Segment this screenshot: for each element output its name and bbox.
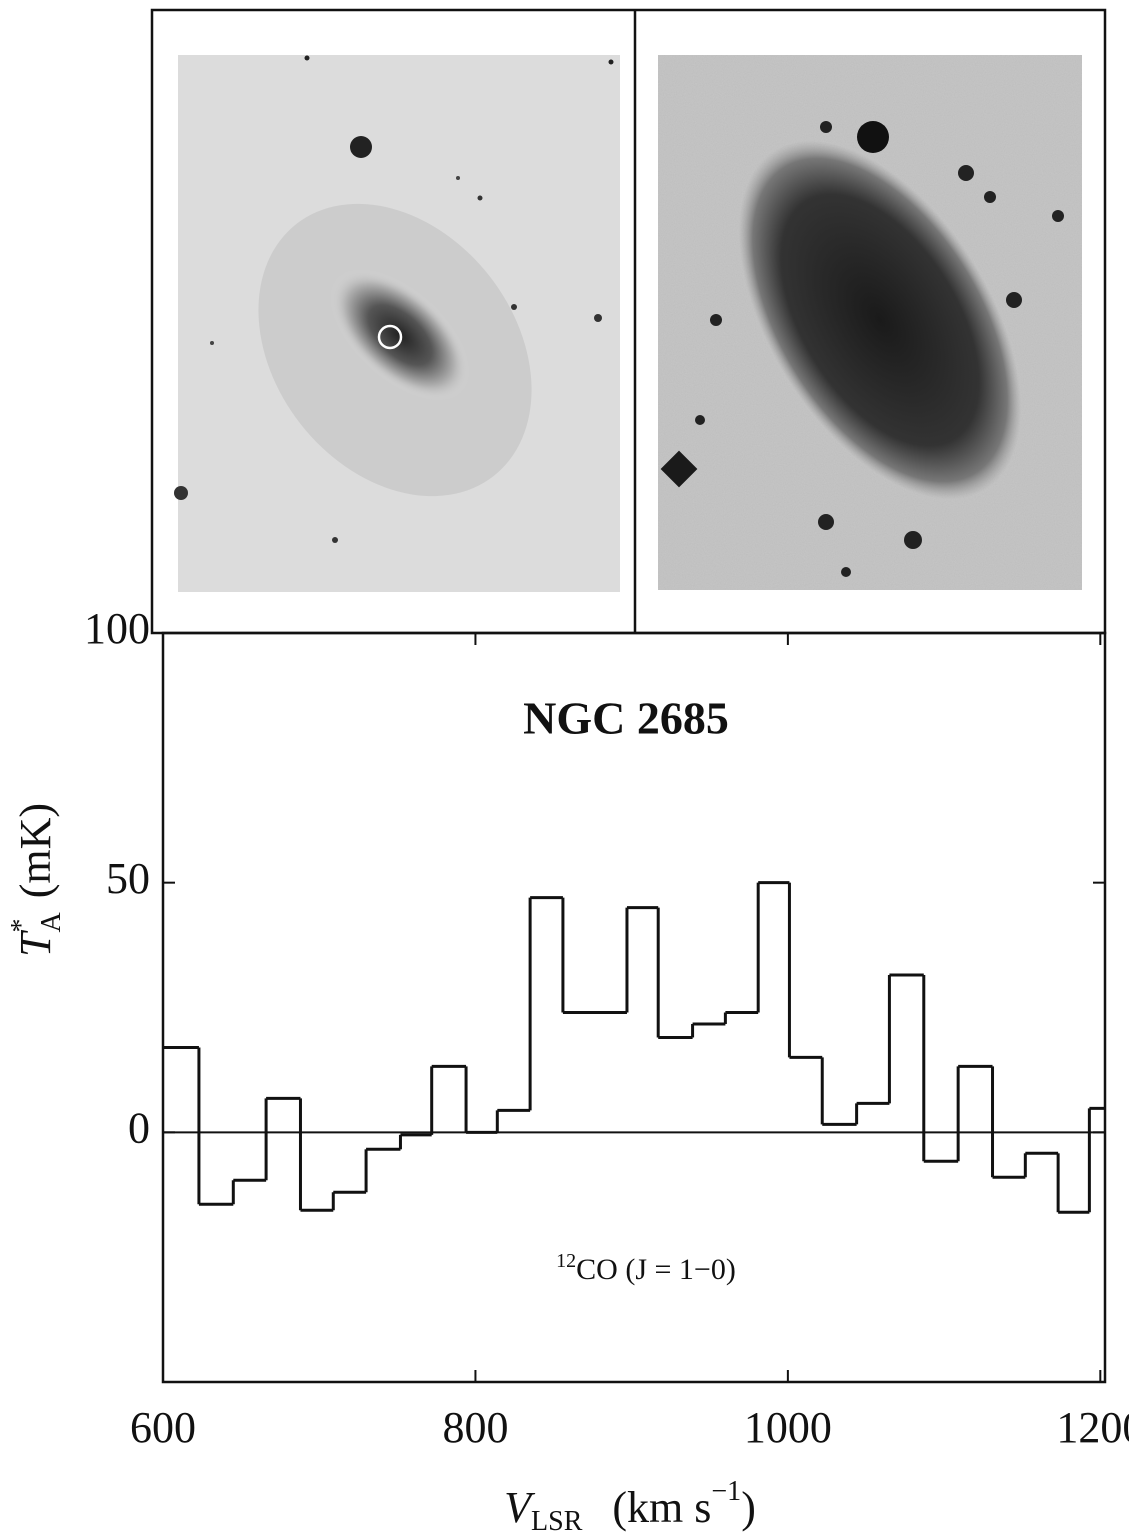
y-unit: (mK)	[11, 803, 60, 898]
x-close: )	[741, 1483, 756, 1532]
deep-image	[658, 55, 1082, 590]
annotation: 12CO (J = 1−0)	[556, 1250, 736, 1286]
annotation-text: CO (J = 1−0)	[576, 1253, 736, 1286]
image-panels	[150, 8, 1107, 635]
x-sup: −1	[711, 1476, 741, 1507]
y-axis-label: T*A (mK)	[6, 803, 67, 957]
x-symbol: V	[504, 1483, 536, 1532]
y-sub: A	[36, 912, 67, 933]
x-tick-label: 1000	[744, 1403, 832, 1452]
x-unit: (km s	[612, 1483, 711, 1532]
y-tick-label: 0	[128, 1103, 150, 1152]
x-axis-label: VLSR (km s−1)	[504, 1476, 756, 1537]
x-sub: LSR	[531, 1506, 583, 1537]
plot-frame	[161, 631, 1107, 1384]
optical-image	[174, 55, 620, 592]
chart-title: NGC 2685	[523, 693, 729, 744]
y-sup: *	[6, 919, 37, 933]
y-symbol: T	[11, 929, 60, 957]
y-tick-label: 100	[84, 604, 150, 653]
x-tick-label: 1200	[1056, 1403, 1129, 1452]
x-tick-label: 800	[442, 1403, 508, 1452]
y-tick-label: 50	[106, 854, 150, 903]
x-tick-label: 600	[130, 1403, 196, 1452]
annotation-sup: 12	[556, 1250, 576, 1272]
